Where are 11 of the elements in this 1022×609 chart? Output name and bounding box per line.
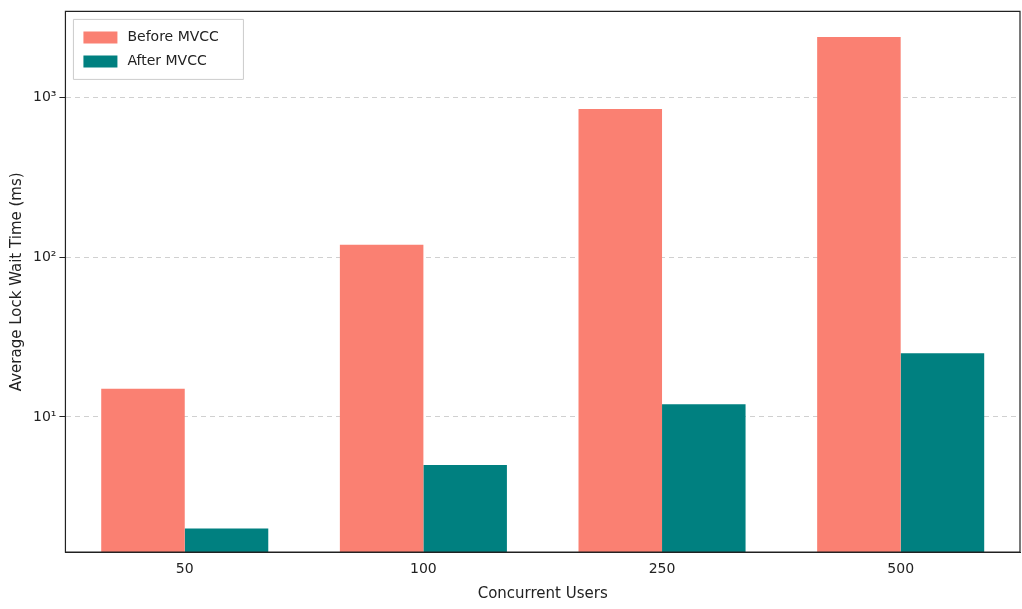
y-tick-label: 10¹ [32,407,57,424]
x-tick-label: 250 [648,560,676,577]
x-tick-label: 50 [175,560,194,577]
legend-label: Before MVCC [127,28,220,45]
x-axis-title: Concurrent Users [477,583,608,602]
y-tick-label: 10³ [32,88,57,105]
y-axis-title: Average Lock Wait Time (ms) [6,172,25,392]
legend-label: After MVCC [127,52,207,69]
x-tick-label: 500 [887,560,915,577]
y-tick-label: 10² [32,247,57,264]
x-tick-label: 100 [410,560,437,577]
